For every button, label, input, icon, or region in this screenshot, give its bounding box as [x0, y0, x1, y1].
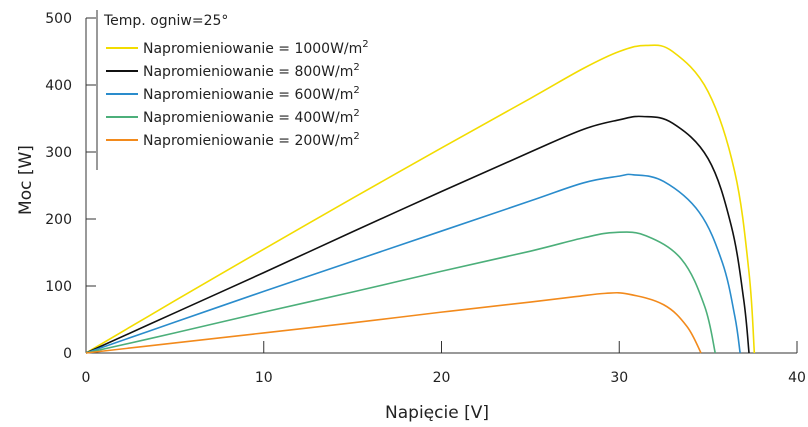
- legend-label-1: Napromieniowanie = 1000W/m2: [143, 39, 369, 57]
- series-line-5: [85, 291, 702, 354]
- x-tick-label: 40: [788, 370, 806, 386]
- x-tick-label: 20: [433, 370, 451, 386]
- y-tick-label: 300: [45, 145, 72, 161]
- y-tick-label: 500: [45, 11, 72, 27]
- series-group: [85, 44, 756, 354]
- x-tick-label: 0: [82, 370, 91, 386]
- legend-title: Temp. ogniw=25°: [103, 13, 228, 29]
- y-tick-label: 400: [45, 78, 72, 94]
- x-tick-label: 30: [610, 370, 628, 386]
- y-tick-label: 0: [63, 346, 72, 362]
- x-tick-label: 10: [255, 370, 273, 386]
- y-tick-label: 100: [45, 279, 72, 295]
- legend-label-3: Napromieniowanie = 600W/m2: [143, 85, 360, 103]
- y-tick-label: 200: [45, 212, 72, 228]
- legend-label-4: Napromieniowanie = 400W/m2: [143, 108, 360, 126]
- legend: Temp. ogniw=25° Napromieniowanie = 1000W/…: [96, 10, 369, 170]
- series-line-4: [85, 231, 717, 354]
- series-line-1: [85, 44, 756, 354]
- legend-label-2: Napromieniowanie = 800W/m2: [143, 62, 360, 80]
- x-axis-title: Napięcie [V]: [385, 403, 489, 423]
- y-axis-title: Moc [W]: [16, 145, 36, 215]
- legend-label-5: Napromieniowanie = 200W/m2: [143, 131, 360, 149]
- series-line-2: [85, 115, 750, 354]
- series-line-3: [85, 173, 741, 354]
